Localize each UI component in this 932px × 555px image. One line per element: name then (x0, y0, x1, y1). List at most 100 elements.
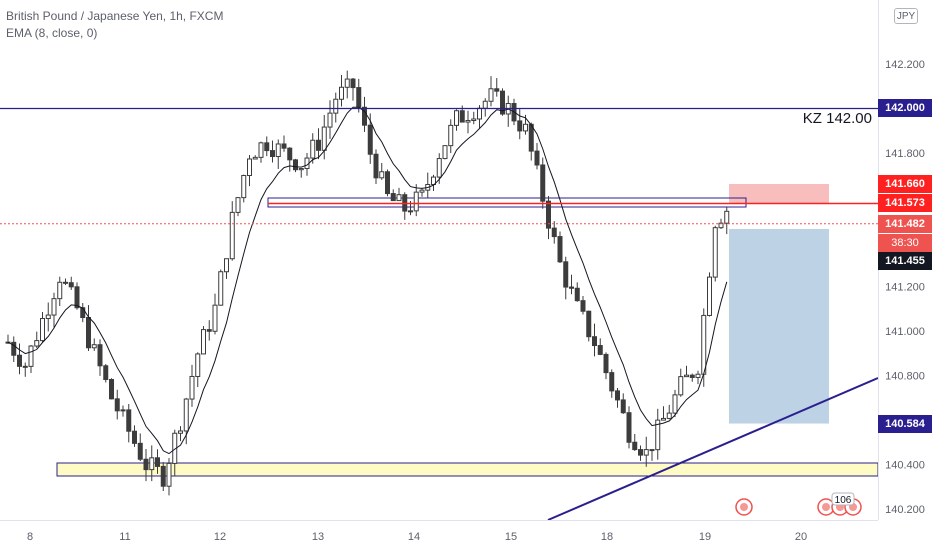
candle-body (166, 462, 172, 487)
candle-body (413, 191, 419, 212)
x-tick-label: 20 (795, 531, 807, 543)
y-tick-label: 142.200 (885, 59, 925, 71)
candle-body (712, 227, 718, 278)
candle-body (120, 409, 126, 412)
candle-body (454, 110, 459, 126)
candle-body (528, 123, 534, 152)
candle-body (298, 167, 304, 171)
candle-body (643, 449, 649, 456)
ema-price-tag: 141.455 (878, 252, 932, 270)
y-tick-label: 140.400 (885, 460, 925, 472)
candle-body (448, 124, 454, 147)
candle-body (540, 164, 546, 202)
candle-body (224, 258, 229, 273)
candle-body (212, 304, 218, 332)
candle-body (442, 145, 448, 160)
candle-body (178, 430, 183, 434)
candle-body (74, 286, 80, 309)
countdown-tag: 38:30 (878, 234, 932, 252)
candle-body (143, 458, 149, 471)
candle-body (655, 419, 661, 451)
candle-body (155, 457, 160, 467)
y-tick-label: 141.200 (885, 282, 925, 294)
resistance-box (267, 197, 747, 208)
candle-body (626, 412, 632, 443)
candle-body (488, 88, 494, 102)
candle-body (701, 314, 707, 375)
candle-body (517, 120, 523, 132)
candle-body (465, 120, 471, 123)
candle-body (80, 307, 86, 319)
candle-body (362, 106, 367, 126)
candle-body (160, 465, 166, 487)
candle-body (419, 189, 425, 193)
candle-body (252, 156, 258, 160)
candle-body (316, 139, 321, 151)
candle-body (275, 143, 281, 158)
candle-body (477, 107, 482, 120)
candle-body (57, 281, 63, 300)
ema-layer (7, 106, 728, 455)
candle-body (34, 340, 40, 347)
candle-body (672, 394, 678, 414)
candle-body (356, 87, 362, 108)
candle-body (632, 441, 638, 451)
candle-body (436, 158, 442, 178)
candle-body (114, 398, 120, 412)
candle-body (287, 147, 293, 161)
entry-price-tag: 141.573 (878, 194, 932, 212)
candle-body (333, 98, 339, 114)
candle-body (103, 365, 109, 381)
candle-body (500, 90, 505, 115)
candle-body (17, 354, 22, 367)
candle-body (597, 345, 603, 355)
candle-body (408, 210, 413, 213)
candle-body (350, 78, 356, 89)
trendline (547, 377, 879, 521)
x-tick-label: 14 (408, 531, 420, 543)
candle-body (586, 310, 592, 338)
x-tick-label: 15 (505, 531, 517, 543)
candle-body (293, 159, 298, 171)
candle-body (321, 126, 327, 151)
candle-body (574, 287, 580, 302)
y-tick-label: 140.200 (885, 504, 925, 516)
candle-body (258, 142, 264, 158)
candle-body (580, 300, 586, 312)
candle-body (63, 281, 68, 284)
y-tick-label: 140.800 (885, 371, 925, 383)
candle-body (218, 271, 224, 306)
candles-layer (5, 70, 730, 496)
x-tick-label: 12 (214, 531, 226, 543)
x-tick-label: 13 (312, 531, 324, 543)
x-tick-label: 8 (27, 531, 33, 543)
candle-body (707, 276, 712, 316)
target-zone (729, 184, 829, 204)
candle-body (109, 379, 114, 400)
x-tick-label: 19 (699, 531, 711, 543)
candle-body (718, 222, 724, 229)
candle-body (91, 344, 97, 349)
candle-body (126, 409, 132, 432)
candle-body (68, 282, 74, 288)
candle-body (569, 286, 574, 289)
candle-body (459, 110, 465, 123)
currency-badge[interactable]: JPY (894, 8, 918, 24)
event-marker-a-dot (822, 503, 830, 511)
candle-body (678, 376, 684, 396)
candle-body (327, 112, 333, 128)
events-layer: 106 (735, 492, 862, 516)
candle-body (666, 412, 672, 419)
candle-body (494, 88, 500, 92)
candle-body (649, 449, 655, 452)
candle-body (22, 365, 28, 368)
candle-body (379, 171, 385, 179)
candle-body (534, 150, 540, 166)
candle-body (201, 329, 206, 355)
candle-body (281, 143, 287, 149)
x-tick-label: 11 (119, 531, 130, 543)
candle-body (344, 78, 350, 88)
candle-body (247, 158, 252, 177)
